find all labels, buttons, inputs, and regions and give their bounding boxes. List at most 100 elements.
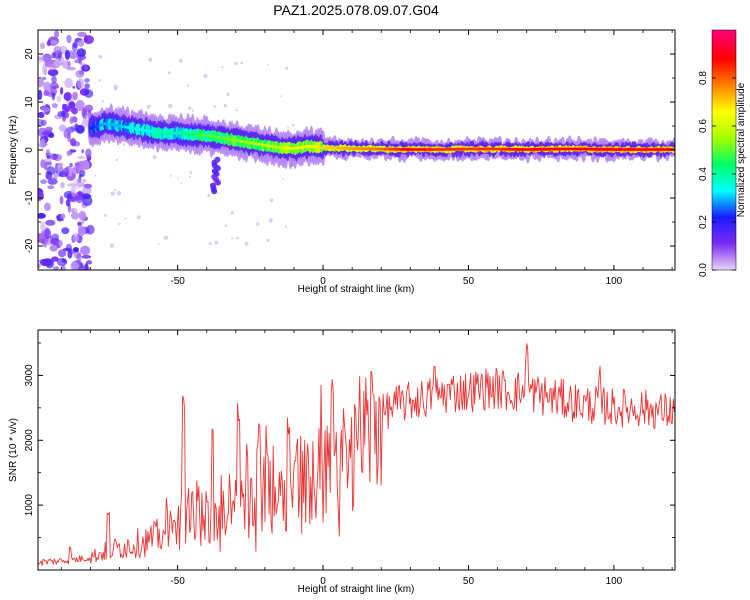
noise-blob: [44, 126, 53, 132]
noise-blob: [40, 221, 46, 232]
noise-blob: [81, 149, 85, 154]
noise-blob: [55, 162, 64, 167]
noise-blob: [79, 245, 91, 256]
noise-blob: [42, 64, 47, 75]
noise-speck: [203, 74, 208, 79]
noise-speck: [114, 188, 117, 192]
noise-blob: [43, 90, 50, 96]
y-tick-label: 1000: [24, 494, 35, 517]
noise-blob: [49, 244, 58, 252]
spectrogram-x-label: Height of straight line (km): [298, 284, 415, 295]
noise-blob: [46, 161, 52, 166]
noise-blob: [50, 40, 58, 45]
y-tick-label: -10: [24, 190, 35, 205]
noise-blob: [38, 76, 42, 85]
noise-speck: [187, 84, 190, 87]
noise-blob: [81, 254, 92, 259]
noise-blob: [66, 34, 72, 44]
noise-blob: [60, 182, 65, 189]
noise-blob: [40, 179, 48, 185]
noise-speck: [124, 217, 127, 220]
x-tick-label: 0: [320, 276, 326, 287]
colorbar-tick-label: 0.2: [698, 215, 709, 229]
y-tick-label: 3000: [24, 364, 35, 387]
snr-marks: [38, 343, 675, 566]
noise-blob: [59, 195, 64, 205]
noise-blob: [48, 132, 55, 138]
noise-blob: [77, 156, 86, 160]
noise-speck: [116, 190, 122, 196]
y-tick-label: 10: [24, 96, 35, 108]
noise-blob: [75, 70, 85, 78]
y-tick-label: 0: [24, 147, 35, 153]
noise-blob: [51, 103, 58, 109]
noise-blob: [60, 265, 66, 270]
noise-blob: [81, 218, 85, 225]
noise-blob: [72, 91, 78, 101]
noise-blob: [63, 128, 71, 139]
noise-blob: [77, 39, 85, 47]
noise-blob: [76, 195, 83, 204]
noise-blob: [40, 42, 45, 50]
noise-speck: [157, 243, 160, 246]
noise-speck: [285, 66, 289, 70]
noise-speck: [188, 175, 191, 178]
noise-speck: [101, 100, 104, 103]
colorbar: 0.0 0.2 0.4 0.6 0.8 Normalized spectral ampl…: [698, 29, 747, 277]
noise-blob: [63, 106, 71, 113]
x-tick-label: 100: [606, 576, 623, 587]
noise-speck: [191, 109, 194, 113]
noise-blob: [66, 150, 72, 156]
noise-blob: [53, 46, 62, 54]
noise-speck: [207, 193, 211, 197]
noise-blob: [51, 256, 59, 262]
noise-blob: [82, 179, 87, 183]
noise-speck: [115, 158, 119, 162]
noise-speck: [103, 213, 107, 217]
spectrogram-x-ticks: -50 0 50 100: [60, 30, 673, 287]
noise-blob: [62, 167, 70, 176]
x-tick-label: 50: [463, 576, 475, 587]
x-tick-label: -50: [170, 576, 185, 587]
noise-speck: [287, 126, 290, 129]
noise-blob: [58, 240, 63, 247]
noise-speck: [266, 238, 270, 242]
noise-speck: [213, 105, 216, 108]
noise-blob: [54, 57, 60, 69]
noise-speck: [118, 222, 121, 226]
noise-speck: [178, 58, 183, 63]
x-tick-label: 50: [463, 276, 475, 287]
noise-blob: [71, 211, 80, 220]
noise-blob: [58, 249, 67, 258]
noise-blob: [70, 138, 77, 147]
noise-blob: [41, 76, 47, 81]
noise-blob: [46, 40, 52, 47]
noise-blob: [78, 265, 90, 270]
snr-frame: [37, 329, 676, 571]
noise-speck: [266, 63, 269, 66]
noise-blob: [52, 153, 63, 162]
noise-blob: [40, 106, 51, 112]
noise-blob: [40, 119, 47, 127]
noise-blob: [64, 49, 70, 61]
colorbar-tick-label: 0.4: [698, 167, 709, 181]
noise-speck: [163, 235, 168, 240]
noise-speck: [221, 66, 224, 69]
noise-speck: [284, 225, 288, 228]
noise-blob: [51, 92, 56, 101]
noise-speck: [291, 123, 295, 127]
noise-blob: [51, 176, 58, 180]
x-tick-label: 0: [320, 576, 326, 587]
noise-blob: [38, 212, 46, 219]
noise-blob: [76, 48, 87, 57]
noise-blob: [73, 232, 79, 243]
noise-blob: [54, 30, 60, 38]
noise-speck: [231, 237, 234, 240]
noise-blob: [72, 41, 78, 49]
noise-blob: [70, 186, 76, 197]
noise-blob: [77, 78, 84, 89]
noise-blob: [47, 185, 55, 189]
snr-background: [38, 330, 675, 570]
noise-blob: [78, 190, 82, 198]
noise-blob: [71, 208, 75, 214]
